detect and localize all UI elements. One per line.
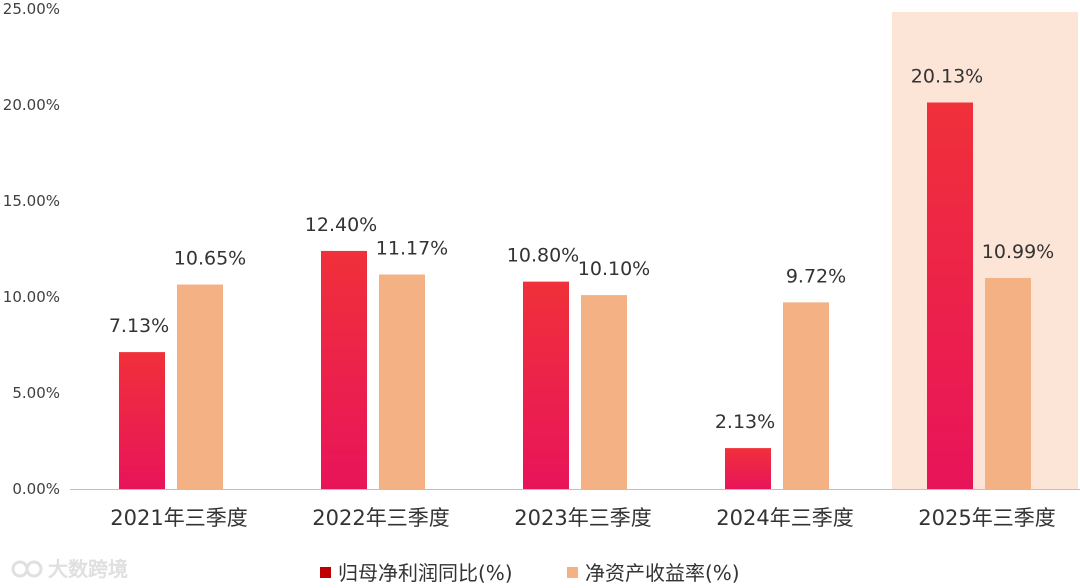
x-tick-label: 2022年三季度 xyxy=(312,506,449,530)
x-tick-label: 2024年三季度 xyxy=(716,506,853,530)
bar-series-1 xyxy=(321,250,367,489)
data-label: 12.40% xyxy=(305,214,377,236)
bar-series-2 xyxy=(177,284,223,489)
data-label: 10.10% xyxy=(578,258,650,280)
x-tick-label: 2023年三季度 xyxy=(514,506,651,530)
data-label: 10.99% xyxy=(982,241,1054,263)
legend-label-series-1: 归母净利润同比(%) xyxy=(338,561,513,585)
legend-swatch-series-2 xyxy=(567,567,578,578)
bar-series-2 xyxy=(379,274,425,489)
bar-series-2 xyxy=(581,295,627,489)
legend-swatch-series-1 xyxy=(320,567,331,578)
y-tick-label: 15.00% xyxy=(3,192,60,210)
legend-label-series-2: 净资产收益率(%) xyxy=(585,561,740,585)
data-label: 10.65% xyxy=(174,248,246,270)
bar-series-1 xyxy=(523,281,569,489)
data-label: 7.13% xyxy=(109,315,169,337)
data-label: 10.80% xyxy=(507,245,579,267)
y-tick-label: 10.00% xyxy=(3,288,60,306)
watermark: 大数跨境 xyxy=(11,557,128,581)
x-tick-label: 2025年三季度 xyxy=(918,506,1055,530)
y-tick-label: 5.00% xyxy=(12,384,60,402)
bar-series-2 xyxy=(783,302,829,489)
legend: 归母净利润同比(%) 净资产收益率(%) xyxy=(320,561,740,585)
data-label: 9.72% xyxy=(786,265,846,287)
bar-series-2 xyxy=(985,277,1031,489)
bar-series-1 xyxy=(119,352,165,489)
data-label: 20.13% xyxy=(911,66,983,88)
data-label: 11.17% xyxy=(376,238,448,260)
y-tick-label: 20.00% xyxy=(3,96,60,114)
data-label: 2.13% xyxy=(715,411,775,433)
bar-series-1 xyxy=(927,102,973,489)
y-tick-label: 25.00% xyxy=(3,0,60,18)
bar-series-1 xyxy=(725,448,771,489)
x-tick-label: 2021年三季度 xyxy=(110,506,247,530)
y-tick-label: 0.00% xyxy=(12,480,60,498)
watermark-text: 大数跨境 xyxy=(48,557,128,581)
